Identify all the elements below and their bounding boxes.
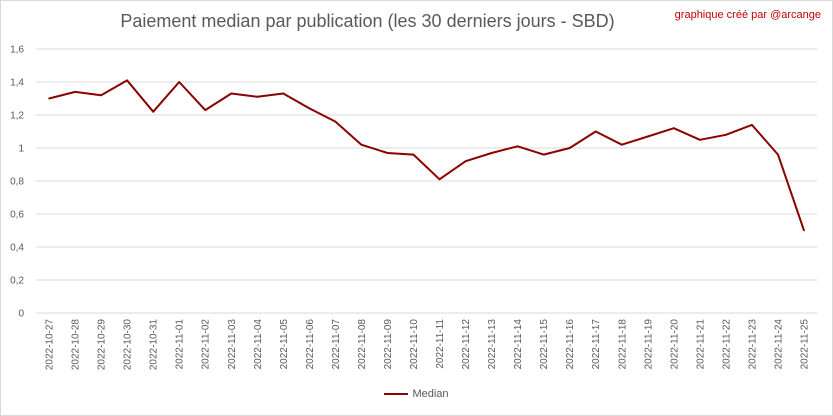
data-point: [100, 94, 102, 96]
data-point: [204, 109, 207, 111]
x-tick-label: 2022-11-15: [539, 319, 550, 370]
data-point: [334, 120, 337, 123]
x-tick-label: 2022-11-14: [513, 319, 524, 370]
data-point: [673, 127, 675, 129]
data-point: [568, 147, 571, 149]
x-tick-label: 2022-11-05: [279, 319, 290, 370]
x-tick-label: 2022-11-09: [383, 319, 394, 370]
x-tick-label: 2022-10-31: [149, 319, 160, 371]
data-point: [282, 92, 285, 95]
y-tick-label: 0: [18, 309, 24, 320]
y-tick-label: 0,8: [10, 177, 24, 188]
x-tick-label: 2022-11-18: [617, 319, 628, 370]
data-point: [777, 153, 779, 156]
x-axis-ticks: 2022-10-27 2022-10-28 2022-10-29 2022-10-30…: [45, 319, 811, 371]
x-tick-label: 2022-11-22: [721, 319, 732, 370]
data-point: [74, 91, 76, 93]
data-point: [412, 153, 415, 156]
x-tick-label: 2022-11-16: [565, 319, 576, 370]
chart-title: Paiement median par publication (les 30 …: [120, 11, 615, 31]
data-point: [360, 143, 363, 146]
x-tick-label: 2022-11-17: [591, 319, 602, 370]
data-point: [178, 81, 180, 83]
data-point: [594, 130, 597, 133]
series-line: [48, 79, 805, 231]
x-tick-label: 2022-10-30: [123, 319, 134, 371]
x-tick-label: 2022-11-24: [773, 319, 784, 370]
data-point: [516, 145, 519, 148]
x-tick-label: 2022-11-11: [435, 319, 446, 369]
data-point: [308, 107, 311, 110]
x-tick-label: 2022-10-27: [45, 319, 56, 371]
x-tick-label: 2022-11-07: [331, 319, 342, 370]
y-tick-label: 0,6: [10, 210, 24, 221]
data-point: [386, 152, 389, 154]
y-tick-label: 0,4: [10, 243, 24, 254]
x-tick-label: 2022-11-04: [253, 319, 264, 370]
legend-label: Median: [412, 388, 449, 400]
data-point: [126, 79, 128, 82]
y-tick-label: 1,2: [10, 111, 24, 122]
data-point: [48, 97, 50, 100]
chart-credit: graphique créé par @arcange: [674, 9, 821, 21]
x-tick-label: 2022-11-12: [461, 319, 472, 370]
data-point: [620, 143, 623, 146]
data-point: [152, 110, 154, 113]
data-point: [256, 96, 259, 98]
data-point: [464, 160, 467, 162]
x-tick-label: 2022-11-21: [695, 319, 706, 370]
x-tick-label: 2022-11-10: [409, 319, 420, 370]
x-tick-label: 2022-11-25: [799, 319, 810, 370]
gridlines: [36, 48, 817, 314]
series-median: [48, 79, 805, 232]
x-tick-label: 2022-11-13: [487, 319, 498, 370]
x-tick-label: 2022-11-20: [669, 319, 680, 370]
x-tick-label: 2022-10-28: [71, 319, 82, 371]
x-tick-label: 2022-11-08: [357, 319, 368, 370]
data-point: [230, 92, 233, 95]
x-tick-label: 2022-11-01: [175, 319, 186, 370]
data-point: [438, 178, 441, 181]
data-point: [751, 124, 753, 126]
data-point: [699, 138, 701, 141]
y-axis-ticks: 0 0,2 0,4 0,6 0,8 1 1,2 1,4 1,6: [10, 45, 24, 320]
x-tick-label: 2022-11-06: [305, 319, 316, 370]
x-tick-label: 2022-11-23: [747, 319, 758, 370]
y-tick-label: 1,4: [10, 78, 24, 89]
x-tick-label: 2022-10-29: [97, 319, 108, 371]
data-point: [490, 152, 493, 154]
y-tick-label: 1: [18, 144, 24, 155]
legend: Median: [0, 388, 833, 400]
data-point: [542, 153, 545, 156]
data-point: [803, 229, 805, 232]
x-tick-label: 2022-11-19: [643, 319, 654, 370]
legend-swatch: [384, 393, 409, 396]
x-tick-label: 2022-11-02: [201, 319, 212, 370]
y-tick-label: 0,2: [10, 276, 24, 287]
data-point: [646, 135, 649, 138]
data-point: [725, 134, 727, 136]
x-tick-label: 2022-11-03: [227, 319, 238, 370]
y-tick-label: 1,6: [10, 45, 24, 56]
